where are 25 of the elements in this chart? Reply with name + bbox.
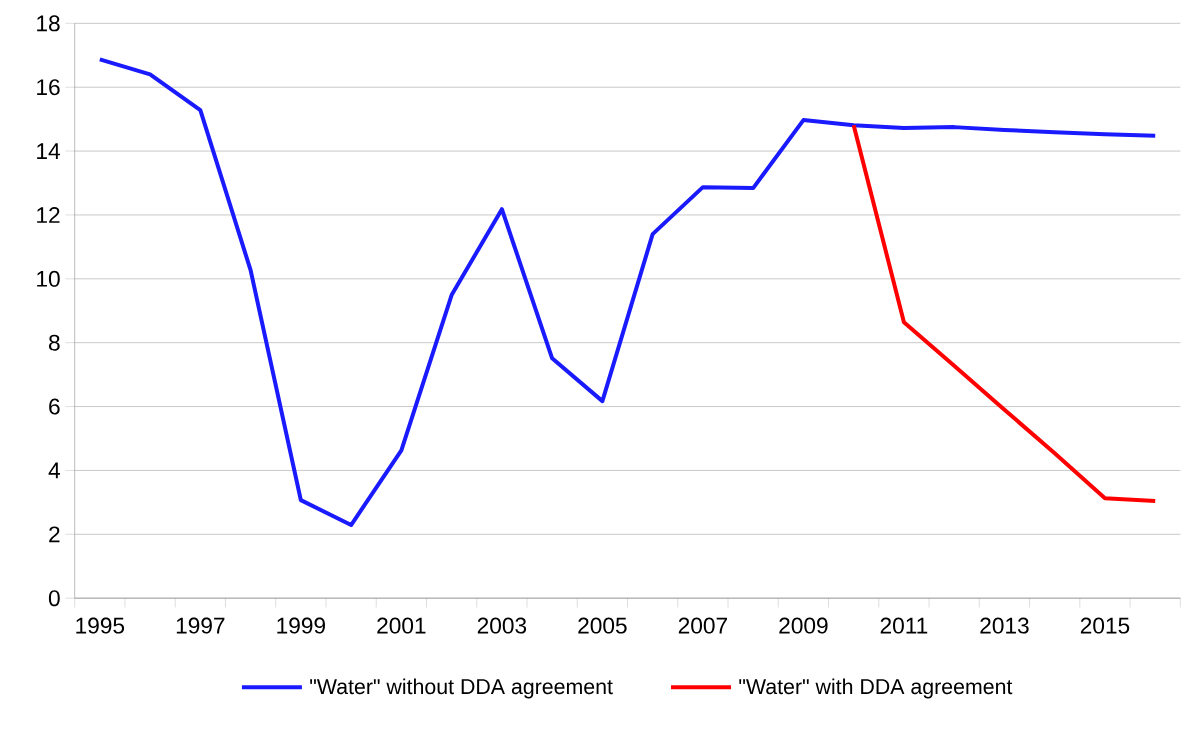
line-series	[97, 57, 1158, 527]
line-series	[851, 123, 1158, 503]
x-tick-label: 2001	[377, 617, 426, 634]
x-tick-label: 2005	[578, 617, 627, 634]
y-tick-label: 10	[37, 270, 60, 287]
x-tick-label: 1997	[176, 617, 225, 634]
y-tick-label: 14	[37, 143, 60, 159]
y-tick-label: 6	[49, 398, 60, 415]
x-tick-label: 1999	[277, 617, 325, 634]
y-tick-label: 12	[37, 206, 60, 223]
x-tick-label: 2013	[980, 617, 1029, 634]
y-tick-label: 18	[37, 15, 60, 32]
x-tick-label: 2015	[1080, 617, 1130, 634]
y-tick-label: 4	[48, 462, 60, 479]
x-tick-label: 2011	[880, 617, 928, 634]
y-tick-label: 16	[37, 79, 60, 96]
x-tick-label: 2009	[779, 617, 828, 634]
y-tick-label: 0	[48, 590, 60, 607]
legend-label: "Water" without DDA agreement	[310, 678, 613, 699]
x-tick-label: 2003	[477, 617, 527, 634]
legend-label: "Water" with DDA agreement	[739, 678, 1013, 699]
y-tick-label: 2	[49, 526, 60, 543]
x-tick-label: 1995	[76, 617, 125, 634]
y-tick-label: 8	[49, 334, 60, 351]
x-tick-label: 2007	[678, 617, 727, 634]
